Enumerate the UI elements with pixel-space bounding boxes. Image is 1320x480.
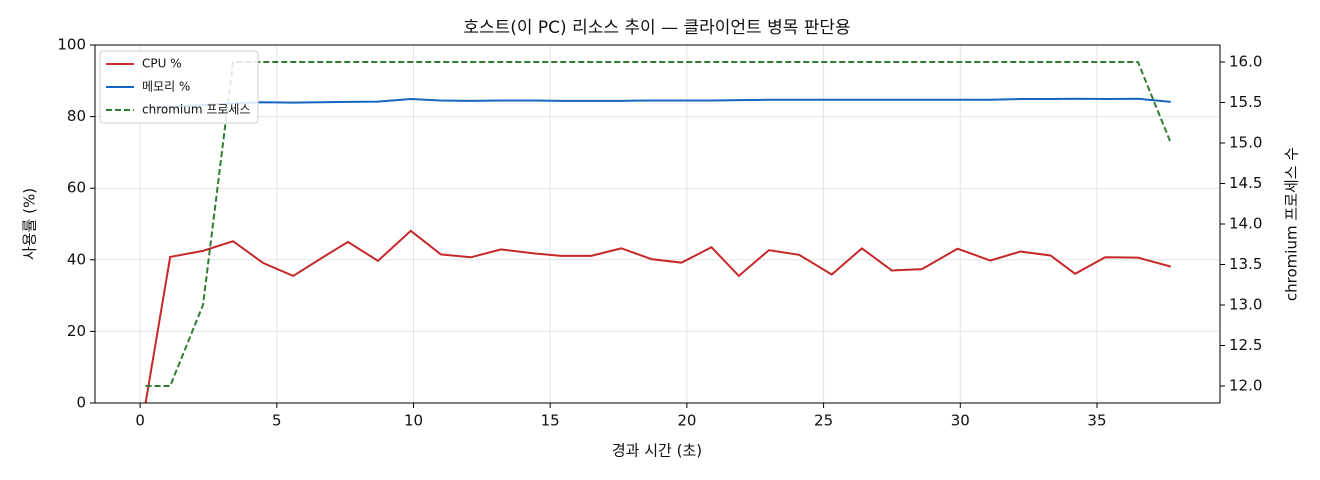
y2-tick-label: 16.0 [1229,53,1262,71]
legend-label: CPU % [142,57,182,71]
legend-label: 메모리 % [142,80,190,94]
y-axis-label: 사용률 (%) [21,188,39,260]
y-tick-label: 40 [67,250,86,268]
y-tick-label: 60 [67,179,86,197]
y2-tick-label: 13.5 [1229,255,1262,273]
x-tick-label: 5 [272,412,282,430]
x-tick-label: 35 [1087,412,1106,430]
y-tick-label: 100 [57,36,86,54]
series-line [145,61,1172,387]
y2-tick-label: 14.5 [1229,174,1262,192]
y2-tick-label: 15.0 [1229,134,1262,152]
x-tick-label: 30 [951,412,970,430]
x-tick-label: 15 [541,412,560,430]
y2-tick-label: 15.5 [1229,93,1262,111]
x-axis-label: 경과 시간 (초) [612,442,702,460]
x-tick-label: 20 [677,412,696,430]
y2-tick-label: 14.0 [1229,215,1262,233]
x-tick-label: 10 [404,412,423,430]
x-tick-label: 25 [814,412,833,430]
y2-tick-label: 13.0 [1229,295,1262,313]
legend-label: chromium 프로세스 [142,103,251,117]
y-tick-label: 0 [76,394,86,412]
series-line [144,229,1172,403]
y-tick-label: 80 [67,107,86,125]
y2-tick-label: 12.5 [1229,336,1262,354]
plot-frame [94,44,1221,404]
y2-tick-label: 12.0 [1229,376,1262,394]
x-tick-label: 0 [135,412,145,430]
legend-box [99,50,259,124]
legend: CPU % 메모리 % chromium 프로세스 [99,50,259,124]
y2-axis-label: chromium 프로세스 수 [1283,147,1301,301]
series-line [145,97,1171,109]
chart-title: 호스트(이 PC) 리소스 추이 — 클라이언트 병목 판단용 [463,18,850,38]
y-tick-label: 20 [67,322,86,340]
